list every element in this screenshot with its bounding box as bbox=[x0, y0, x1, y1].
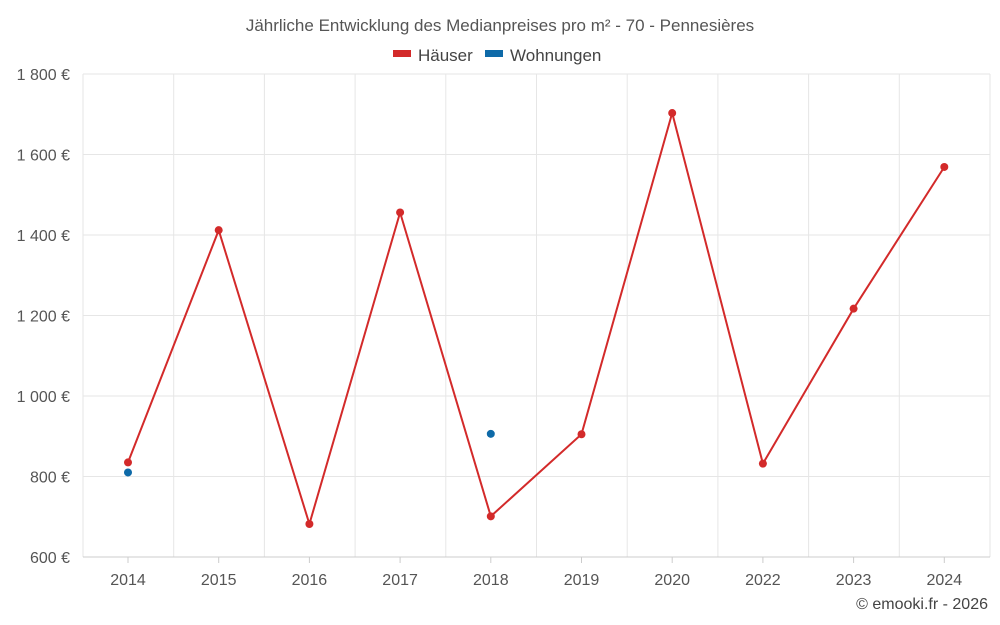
legend-item-apartments[interactable]: Wohnungen bbox=[485, 46, 601, 65]
y-tick-label: 600 € bbox=[30, 550, 70, 567]
x-tick-label: 2016 bbox=[292, 572, 328, 589]
chart-title: Jährliche Entwicklung des Medianpreises … bbox=[246, 16, 754, 35]
series-line-houses bbox=[127, 109, 946, 528]
y-tick-label: 800 € bbox=[30, 470, 70, 487]
series-layer bbox=[124, 109, 949, 528]
x-tick-label: 2014 bbox=[110, 572, 146, 589]
y-tick-label: 1 400 € bbox=[17, 228, 70, 245]
data-point-houses-2017[interactable] bbox=[396, 208, 405, 217]
data-point-houses-2018[interactable] bbox=[486, 512, 495, 521]
legend-swatch-houses bbox=[393, 50, 411, 57]
y-axis-ticks: 600 € 800 € 1 000 € 1 200 € 1 400 € 1 600 € 1 … bbox=[17, 67, 70, 567]
x-tick-label: 2017 bbox=[382, 572, 418, 589]
y-tick-label: 1 000 € bbox=[17, 389, 70, 406]
x-tick-label: 2019 bbox=[564, 572, 600, 589]
legend-label-apartments: Wohnungen bbox=[510, 46, 601, 65]
data-point-apartments-2014[interactable] bbox=[124, 468, 132, 477]
data-point-houses-2016[interactable] bbox=[305, 519, 314, 528]
credit-text: © emooki.fr - 2026 bbox=[856, 596, 988, 613]
legend-swatch-apartments bbox=[485, 50, 503, 57]
data-point-houses-2020[interactable] bbox=[668, 109, 677, 118]
x-tick-label: 2023 bbox=[836, 572, 872, 589]
y-tick-label: 1 600 € bbox=[17, 148, 70, 165]
x-tick-label: 2018 bbox=[473, 572, 509, 589]
x-tick-label: 2020 bbox=[654, 572, 690, 589]
legend-label-houses: Häuser bbox=[418, 46, 473, 65]
legend: Häuser Wohnungen bbox=[393, 46, 601, 65]
data-point-apartments-2018[interactable] bbox=[486, 429, 495, 438]
data-point-houses-2019[interactable] bbox=[577, 430, 586, 439]
x-tick-label: 2015 bbox=[201, 572, 237, 589]
x-gridlines bbox=[82, 74, 991, 557]
x-tick-label: 2024 bbox=[927, 572, 963, 589]
x-tick-label: 2022 bbox=[745, 572, 781, 589]
data-point-houses-2022[interactable] bbox=[758, 459, 767, 468]
legend-item-houses[interactable]: Häuser bbox=[393, 46, 473, 65]
y-tick-label: 1 200 € bbox=[17, 309, 70, 326]
y-tick-label: 1 800 € bbox=[17, 67, 70, 84]
data-point-houses-2024[interactable] bbox=[940, 162, 949, 171]
x-axis-ticks: 2014 2015 2016 2017 2018 2019 2020 2022 2023 2024 bbox=[110, 557, 962, 589]
data-point-houses-2023[interactable] bbox=[849, 304, 858, 313]
data-point-houses-2015[interactable] bbox=[214, 226, 223, 235]
data-point-houses-2014[interactable] bbox=[124, 458, 132, 467]
